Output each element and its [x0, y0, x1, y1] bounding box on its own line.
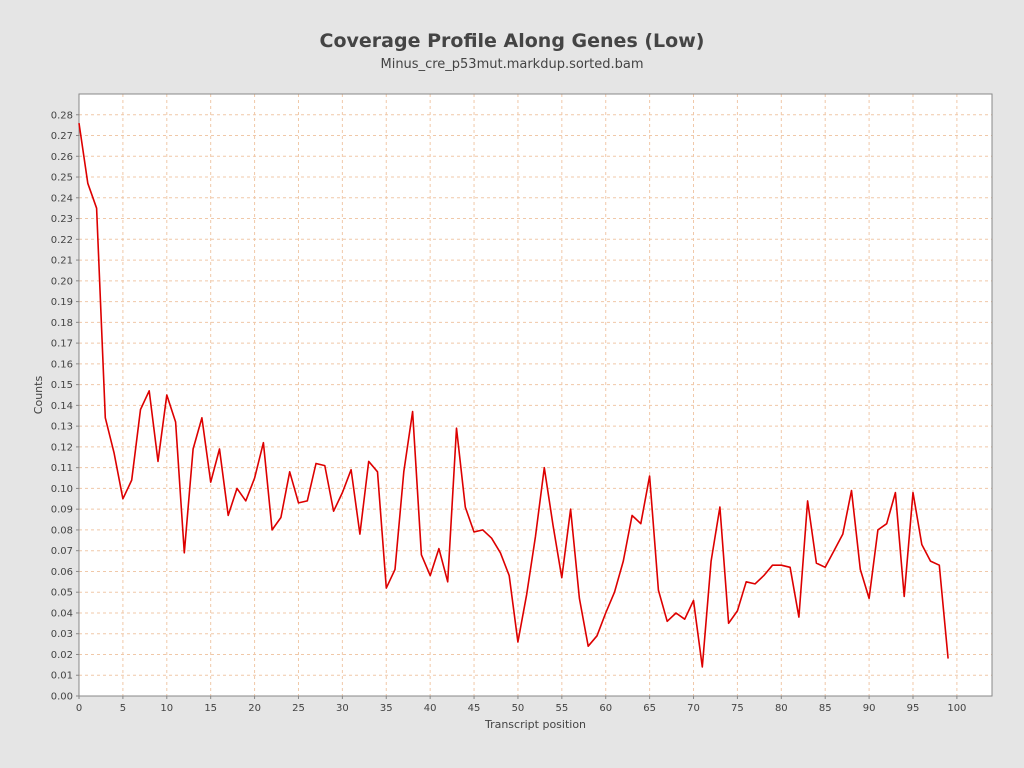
x-tick-label: 30 — [336, 703, 349, 714]
x-tick-label: 70 — [687, 703, 700, 714]
y-tick-label: 0.02 — [51, 650, 73, 661]
y-tick-label: 0.07 — [51, 546, 73, 557]
y-tick-label: 0.13 — [51, 422, 73, 433]
x-axis-label: Transcript position — [484, 718, 586, 731]
x-tick-label: 75 — [731, 703, 744, 714]
x-tick-label: 35 — [380, 703, 393, 714]
x-tick-label: 90 — [863, 703, 876, 714]
y-tick-label: 0.16 — [51, 359, 73, 370]
y-tick-label: 0.00 — [51, 692, 73, 703]
y-tick-label: 0.09 — [51, 505, 73, 516]
y-tick-label: 0.03 — [51, 629, 73, 640]
x-tick-label: 15 — [204, 703, 217, 714]
grid-layer — [78, 94, 992, 697]
y-tick-label: 0.23 — [51, 214, 73, 225]
y-tick-label: 0.22 — [51, 235, 73, 246]
x-tick-label: 85 — [819, 703, 832, 714]
y-tick-label: 0.20 — [51, 276, 73, 287]
x-tick-label: 55 — [555, 703, 568, 714]
y-tick-label: 0.06 — [51, 567, 73, 578]
y-tick-label: 0.25 — [51, 173, 73, 184]
y-tick-label: 0.10 — [51, 484, 73, 495]
y-tick-label: 0.01 — [51, 671, 73, 682]
y-tick-label: 0.04 — [51, 608, 73, 619]
y-tick-label: 0.14 — [51, 401, 73, 412]
y-tick-label: 0.19 — [51, 297, 73, 308]
chart-title: Coverage Profile Along Genes (Low) — [319, 30, 705, 52]
y-axis-label: Counts — [32, 376, 45, 415]
y-tick-label: 0.11 — [51, 463, 73, 474]
x-tick-label: 45 — [468, 703, 481, 714]
y-tick-label: 0.21 — [51, 256, 73, 267]
y-tick-label: 0.26 — [51, 152, 73, 163]
y-tick-label: 0.12 — [51, 442, 73, 453]
plot-background — [79, 94, 992, 696]
x-tick-label: 0 — [76, 703, 82, 714]
x-tick-label: 10 — [160, 703, 173, 714]
y-tick-label: 0.05 — [51, 588, 73, 599]
x-tick-label: 60 — [599, 703, 612, 714]
axes-layer: 0.00 0.01 0.02 0.03 0.04 0.05 0.06 0.07 0.08 0.09… — [32, 93, 993, 731]
x-tick-label: 40 — [424, 703, 437, 714]
x-tick-label: 100 — [947, 703, 966, 714]
series-line — [78, 122, 949, 668]
x-tick-label: 20 — [248, 703, 261, 714]
x-tick-label: 65 — [643, 703, 656, 714]
x-tick-label: 25 — [292, 703, 305, 714]
x-tick-label: 50 — [512, 703, 525, 714]
chart-subtitle: Minus_cre_p53mut.markdup.sorted.bam — [380, 57, 644, 72]
x-tick-label: 95 — [907, 703, 920, 714]
y-tick-label: 0.15 — [51, 380, 73, 391]
x-tick-label: 5 — [120, 703, 126, 714]
y-tick-label: 0.08 — [51, 525, 73, 536]
y-tick-label: 0.27 — [51, 131, 73, 142]
y-tick-label: 0.17 — [51, 339, 73, 350]
x-tick-label: 80 — [775, 703, 788, 714]
y-tick-label: 0.28 — [51, 110, 73, 121]
plot-border — [78, 93, 993, 697]
series-layer — [78, 122, 949, 668]
y-tick-label: 0.18 — [51, 318, 73, 329]
y-tick-label: 0.24 — [51, 193, 73, 204]
